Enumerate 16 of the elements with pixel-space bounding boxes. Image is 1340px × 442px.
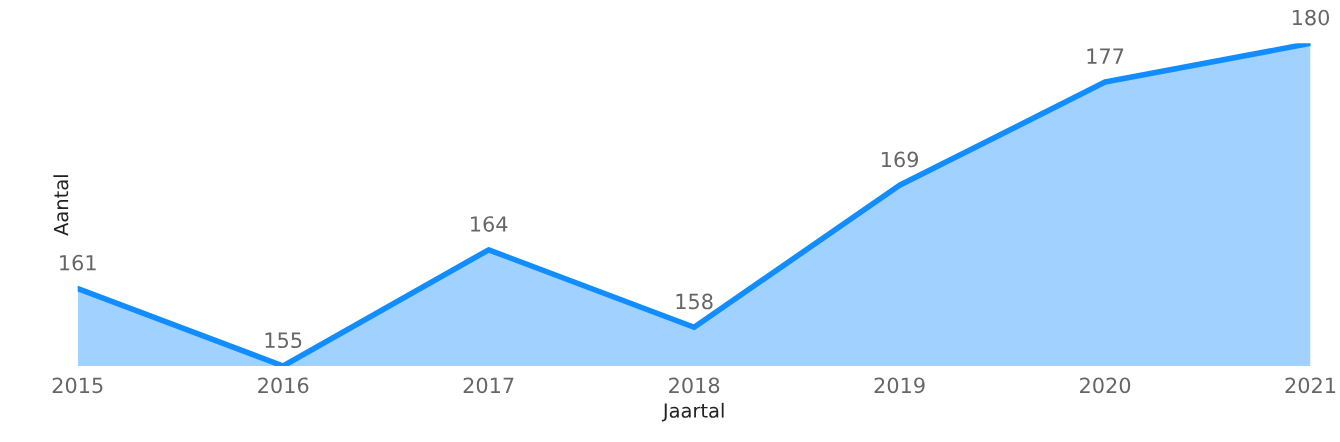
x-tick-label: 2019 xyxy=(874,377,925,394)
x-tick-label: 2017 xyxy=(463,377,514,394)
x-tick-label: 2020 xyxy=(1080,377,1131,394)
y-axis-title: Aantal xyxy=(53,175,69,236)
data-label: 169 xyxy=(881,151,918,168)
data-label: 158 xyxy=(676,293,713,310)
data-label: 177 xyxy=(1087,48,1124,64)
data-label: 155 xyxy=(265,332,302,349)
x-tick-label: 2015 xyxy=(52,377,103,394)
x-tick-label: 2018 xyxy=(669,377,720,394)
x-tick-label: 2021 xyxy=(1285,377,1336,394)
x-tick-label: 2016 xyxy=(258,377,309,394)
data-label: 161 xyxy=(60,254,96,271)
x-axis-title: Jaartal xyxy=(661,402,724,422)
data-label: 164 xyxy=(471,216,508,232)
data-label: 180 xyxy=(1292,9,1330,26)
